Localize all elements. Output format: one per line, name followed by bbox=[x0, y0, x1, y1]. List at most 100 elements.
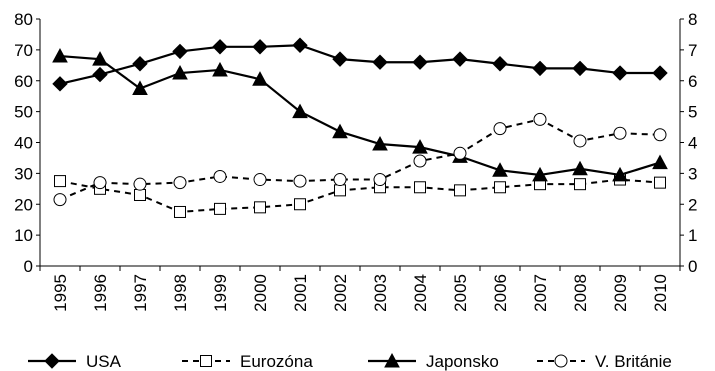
data-point-japonsko bbox=[532, 166, 548, 182]
data-point-v-brit-nie bbox=[93, 176, 107, 190]
x-tick-label: 1997 bbox=[131, 274, 150, 312]
data-point-japonsko bbox=[212, 61, 228, 77]
series-line-japonsko bbox=[59, 54, 661, 177]
x-tick-label: 1996 bbox=[91, 274, 110, 312]
data-point-japonsko bbox=[492, 162, 508, 177]
y-left-tick-label: 40 bbox=[14, 134, 33, 153]
data-point-v-brit-nie bbox=[533, 112, 547, 126]
data-point-usa bbox=[652, 65, 668, 81]
data-point-usa bbox=[52, 76, 68, 92]
series-line-euroz-na bbox=[59, 178, 661, 213]
y-left-tick-label: 70 bbox=[14, 41, 33, 60]
series-euroz-na bbox=[54, 173, 666, 218]
x-tick-label: 2004 bbox=[411, 274, 430, 312]
data-point-v-brit-nie bbox=[333, 173, 347, 187]
x-tick-label: 2001 bbox=[291, 274, 310, 312]
data-point-euroz-na bbox=[254, 201, 266, 214]
data-point-usa bbox=[252, 39, 268, 55]
data-point-v-brit-nie bbox=[213, 169, 227, 183]
data-point-v-brit-nie bbox=[53, 193, 67, 207]
x-tick-label: 2005 bbox=[451, 274, 470, 312]
series-line-v-brit-nie bbox=[59, 118, 661, 201]
y-left-tick-label: 20 bbox=[14, 195, 33, 214]
data-point-v-brit-nie bbox=[613, 126, 627, 140]
y-right-tick-label: 6 bbox=[688, 72, 697, 91]
y-right-tick-label: 3 bbox=[688, 164, 697, 183]
series-layer bbox=[52, 37, 668, 218]
data-point-japonsko bbox=[652, 154, 668, 170]
y-right-tick-label: 5 bbox=[688, 103, 697, 122]
x-tick-label: 1998 bbox=[171, 274, 190, 312]
data-point-v-brit-nie bbox=[373, 173, 387, 187]
data-point-euroz-na bbox=[214, 202, 226, 215]
x-tick-label: 1999 bbox=[211, 274, 230, 312]
legend-item-euroz-na: Eurozóna bbox=[182, 352, 313, 371]
data-point-v-brit-nie bbox=[493, 122, 507, 136]
x-tick-label: 2000 bbox=[251, 274, 270, 312]
data-point-usa bbox=[412, 54, 428, 70]
y-left-tick-label: 0 bbox=[24, 257, 33, 276]
legend-marker-euroz-na bbox=[200, 355, 212, 367]
data-point-japonsko bbox=[132, 80, 148, 95]
legend-label-euroz-na: Eurozóna bbox=[240, 352, 313, 371]
y-left-tick-label: 60 bbox=[14, 72, 33, 91]
legend-marker-v-brit-nie bbox=[554, 354, 568, 368]
legend-label-japonsko: Japonsko bbox=[426, 352, 499, 371]
x-tick-label: 2006 bbox=[491, 274, 510, 312]
data-point-usa bbox=[332, 51, 348, 67]
data-point-euroz-na bbox=[414, 181, 426, 194]
data-point-usa bbox=[452, 51, 468, 67]
series-line-usa bbox=[59, 44, 660, 85]
data-point-japonsko bbox=[372, 135, 388, 151]
data-point-japonsko bbox=[412, 139, 428, 154]
legend-marker-usa bbox=[44, 353, 60, 369]
legend-marker-japonsko bbox=[384, 352, 400, 368]
y-right-tick-label: 1 bbox=[688, 226, 697, 245]
data-point-v-brit-nie bbox=[293, 174, 307, 188]
data-point-usa bbox=[612, 65, 628, 81]
data-point-euroz-na bbox=[134, 188, 146, 201]
legend-label-v-brit-nie: V. Británie bbox=[595, 352, 672, 371]
data-point-usa bbox=[292, 37, 308, 53]
data-point-usa bbox=[172, 43, 188, 60]
data-point-v-brit-nie bbox=[413, 154, 427, 168]
data-point-euroz-na bbox=[294, 198, 306, 211]
data-point-japonsko bbox=[292, 103, 308, 119]
data-point-v-brit-nie bbox=[453, 146, 467, 160]
x-tick-label: 2002 bbox=[331, 274, 350, 312]
legend-label-usa: USA bbox=[86, 352, 122, 371]
y-left-tick-label: 30 bbox=[14, 164, 33, 183]
y-left-tick-label: 50 bbox=[14, 103, 33, 122]
data-point-v-brit-nie bbox=[173, 176, 187, 190]
legend-item-usa: USA bbox=[28, 352, 122, 371]
data-point-japonsko bbox=[572, 160, 588, 176]
data-point-v-brit-nie bbox=[133, 177, 147, 191]
data-point-usa bbox=[92, 66, 108, 83]
legend: USA Eurozóna Japonsko V. Británie bbox=[28, 352, 672, 371]
data-point-japonsko bbox=[612, 166, 628, 182]
data-point-japonsko bbox=[172, 64, 188, 80]
legend-item-v-brit-nie: V. Británie bbox=[537, 352, 672, 371]
data-point-japonsko bbox=[332, 123, 348, 139]
data-point-euroz-na bbox=[654, 176, 666, 189]
series-v-brit-nie bbox=[53, 112, 667, 207]
data-point-v-brit-nie bbox=[253, 173, 267, 187]
data-point-euroz-na bbox=[574, 178, 586, 191]
data-point-usa bbox=[492, 56, 508, 72]
y-right-tick-label: 4 bbox=[688, 134, 697, 153]
data-point-euroz-na bbox=[54, 175, 66, 188]
y-right-tick-label: 2 bbox=[688, 195, 697, 214]
data-point-usa bbox=[532, 60, 548, 77]
data-point-v-brit-nie bbox=[653, 128, 667, 142]
y-left-tick-label: 10 bbox=[14, 226, 33, 245]
legend-item-japonsko: Japonsko bbox=[368, 352, 499, 371]
series-japonsko bbox=[52, 47, 668, 182]
x-tick-label: 2009 bbox=[611, 274, 630, 312]
data-point-usa bbox=[372, 54, 388, 70]
data-point-usa bbox=[572, 60, 588, 77]
data-point-euroz-na bbox=[334, 184, 346, 197]
data-point-usa bbox=[132, 56, 148, 72]
data-point-euroz-na bbox=[454, 184, 466, 197]
data-point-japonsko bbox=[52, 47, 68, 63]
